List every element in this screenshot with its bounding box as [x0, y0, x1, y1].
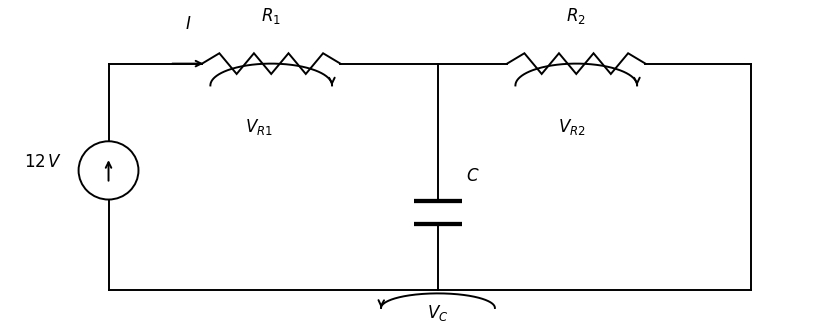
Text: $V_{R2}$: $V_{R2}$ — [559, 117, 586, 137]
Text: $I$: $I$ — [185, 16, 192, 33]
Text: $V_{R1}$: $V_{R1}$ — [245, 117, 273, 137]
Text: $R_1$: $R_1$ — [261, 6, 281, 26]
Text: $R_2$: $R_2$ — [567, 6, 586, 26]
Text: $V_C$: $V_C$ — [428, 303, 449, 323]
Text: $C$: $C$ — [467, 169, 480, 185]
Text: $12\,V$: $12\,V$ — [24, 154, 62, 171]
